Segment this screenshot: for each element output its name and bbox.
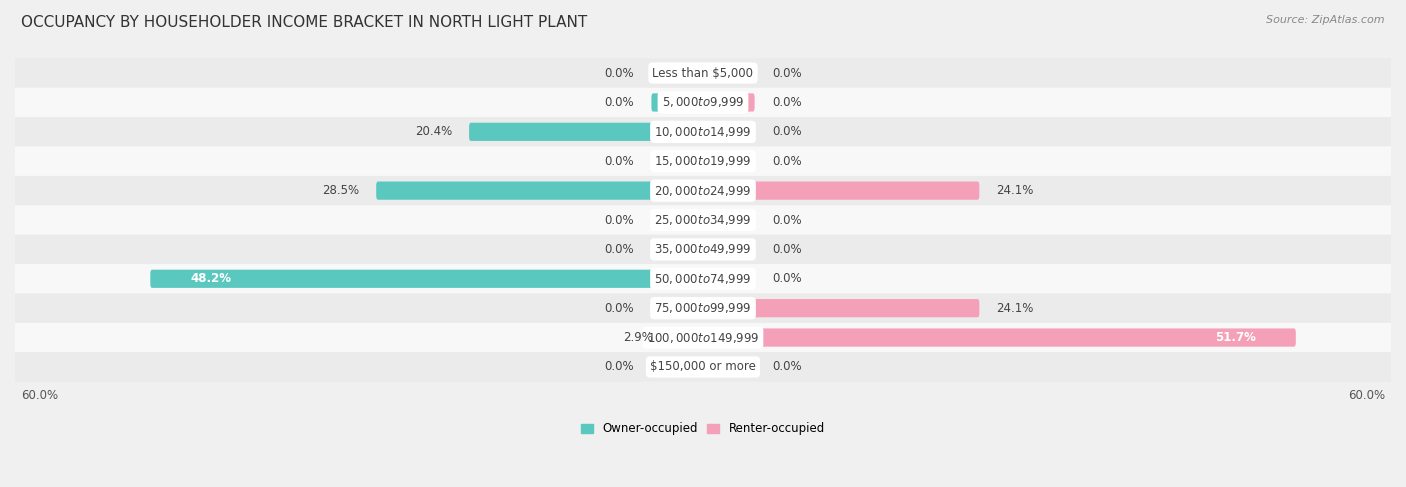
FancyBboxPatch shape [4,88,1402,117]
Text: 0.0%: 0.0% [605,96,634,109]
Text: $5,000 to $9,999: $5,000 to $9,999 [662,95,744,110]
Text: $15,000 to $19,999: $15,000 to $19,999 [654,154,752,168]
FancyBboxPatch shape [4,176,1402,206]
Text: 0.0%: 0.0% [772,272,801,285]
FancyBboxPatch shape [651,358,703,376]
FancyBboxPatch shape [703,152,755,170]
FancyBboxPatch shape [651,64,703,82]
FancyBboxPatch shape [4,323,1402,352]
Text: 20.4%: 20.4% [415,125,451,138]
FancyBboxPatch shape [4,352,1402,382]
Text: 0.0%: 0.0% [605,67,634,79]
Text: $25,000 to $34,999: $25,000 to $34,999 [654,213,752,227]
Text: 0.0%: 0.0% [605,301,634,315]
FancyBboxPatch shape [703,328,1296,347]
Text: $20,000 to $24,999: $20,000 to $24,999 [654,184,752,198]
Text: 48.2%: 48.2% [190,272,232,285]
FancyBboxPatch shape [150,270,703,288]
FancyBboxPatch shape [4,117,1402,147]
FancyBboxPatch shape [703,182,980,200]
FancyBboxPatch shape [669,328,703,347]
Text: $75,000 to $99,999: $75,000 to $99,999 [654,301,752,315]
Text: $10,000 to $14,999: $10,000 to $14,999 [654,125,752,139]
FancyBboxPatch shape [4,235,1402,264]
FancyBboxPatch shape [651,152,703,170]
Text: OCCUPANCY BY HOUSEHOLDER INCOME BRACKET IN NORTH LIGHT PLANT: OCCUPANCY BY HOUSEHOLDER INCOME BRACKET … [21,15,588,30]
FancyBboxPatch shape [703,211,755,229]
FancyBboxPatch shape [4,147,1402,176]
Text: 0.0%: 0.0% [772,213,801,226]
Text: 60.0%: 60.0% [1348,389,1385,402]
FancyBboxPatch shape [651,299,703,318]
FancyBboxPatch shape [703,240,755,259]
Text: 0.0%: 0.0% [772,96,801,109]
Text: 0.0%: 0.0% [772,67,801,79]
FancyBboxPatch shape [703,299,980,318]
Text: 0.0%: 0.0% [772,243,801,256]
Text: Less than $5,000: Less than $5,000 [652,67,754,79]
Legend: Owner-occupied, Renter-occupied: Owner-occupied, Renter-occupied [576,417,830,440]
FancyBboxPatch shape [703,270,755,288]
FancyBboxPatch shape [651,211,703,229]
Text: $150,000 or more: $150,000 or more [650,360,756,374]
FancyBboxPatch shape [651,240,703,259]
FancyBboxPatch shape [4,264,1402,294]
Text: 0.0%: 0.0% [605,155,634,168]
FancyBboxPatch shape [4,294,1402,323]
FancyBboxPatch shape [703,123,755,141]
FancyBboxPatch shape [377,182,703,200]
Text: Source: ZipAtlas.com: Source: ZipAtlas.com [1267,15,1385,25]
Text: 24.1%: 24.1% [997,301,1033,315]
FancyBboxPatch shape [651,94,703,112]
Text: $50,000 to $74,999: $50,000 to $74,999 [654,272,752,286]
Text: 24.1%: 24.1% [997,184,1033,197]
Text: 0.0%: 0.0% [605,360,634,374]
Text: 0.0%: 0.0% [772,360,801,374]
Text: 28.5%: 28.5% [322,184,359,197]
FancyBboxPatch shape [703,64,755,82]
FancyBboxPatch shape [703,94,755,112]
FancyBboxPatch shape [470,123,703,141]
Text: 0.0%: 0.0% [605,213,634,226]
Text: 0.0%: 0.0% [605,243,634,256]
Text: 0.0%: 0.0% [772,155,801,168]
FancyBboxPatch shape [4,206,1402,235]
FancyBboxPatch shape [4,58,1402,88]
Text: 0.0%: 0.0% [772,125,801,138]
FancyBboxPatch shape [703,358,755,376]
Text: 60.0%: 60.0% [21,389,58,402]
Text: $100,000 to $149,999: $100,000 to $149,999 [647,331,759,345]
Text: 2.9%: 2.9% [623,331,652,344]
Text: $35,000 to $49,999: $35,000 to $49,999 [654,243,752,256]
Text: 51.7%: 51.7% [1215,331,1256,344]
